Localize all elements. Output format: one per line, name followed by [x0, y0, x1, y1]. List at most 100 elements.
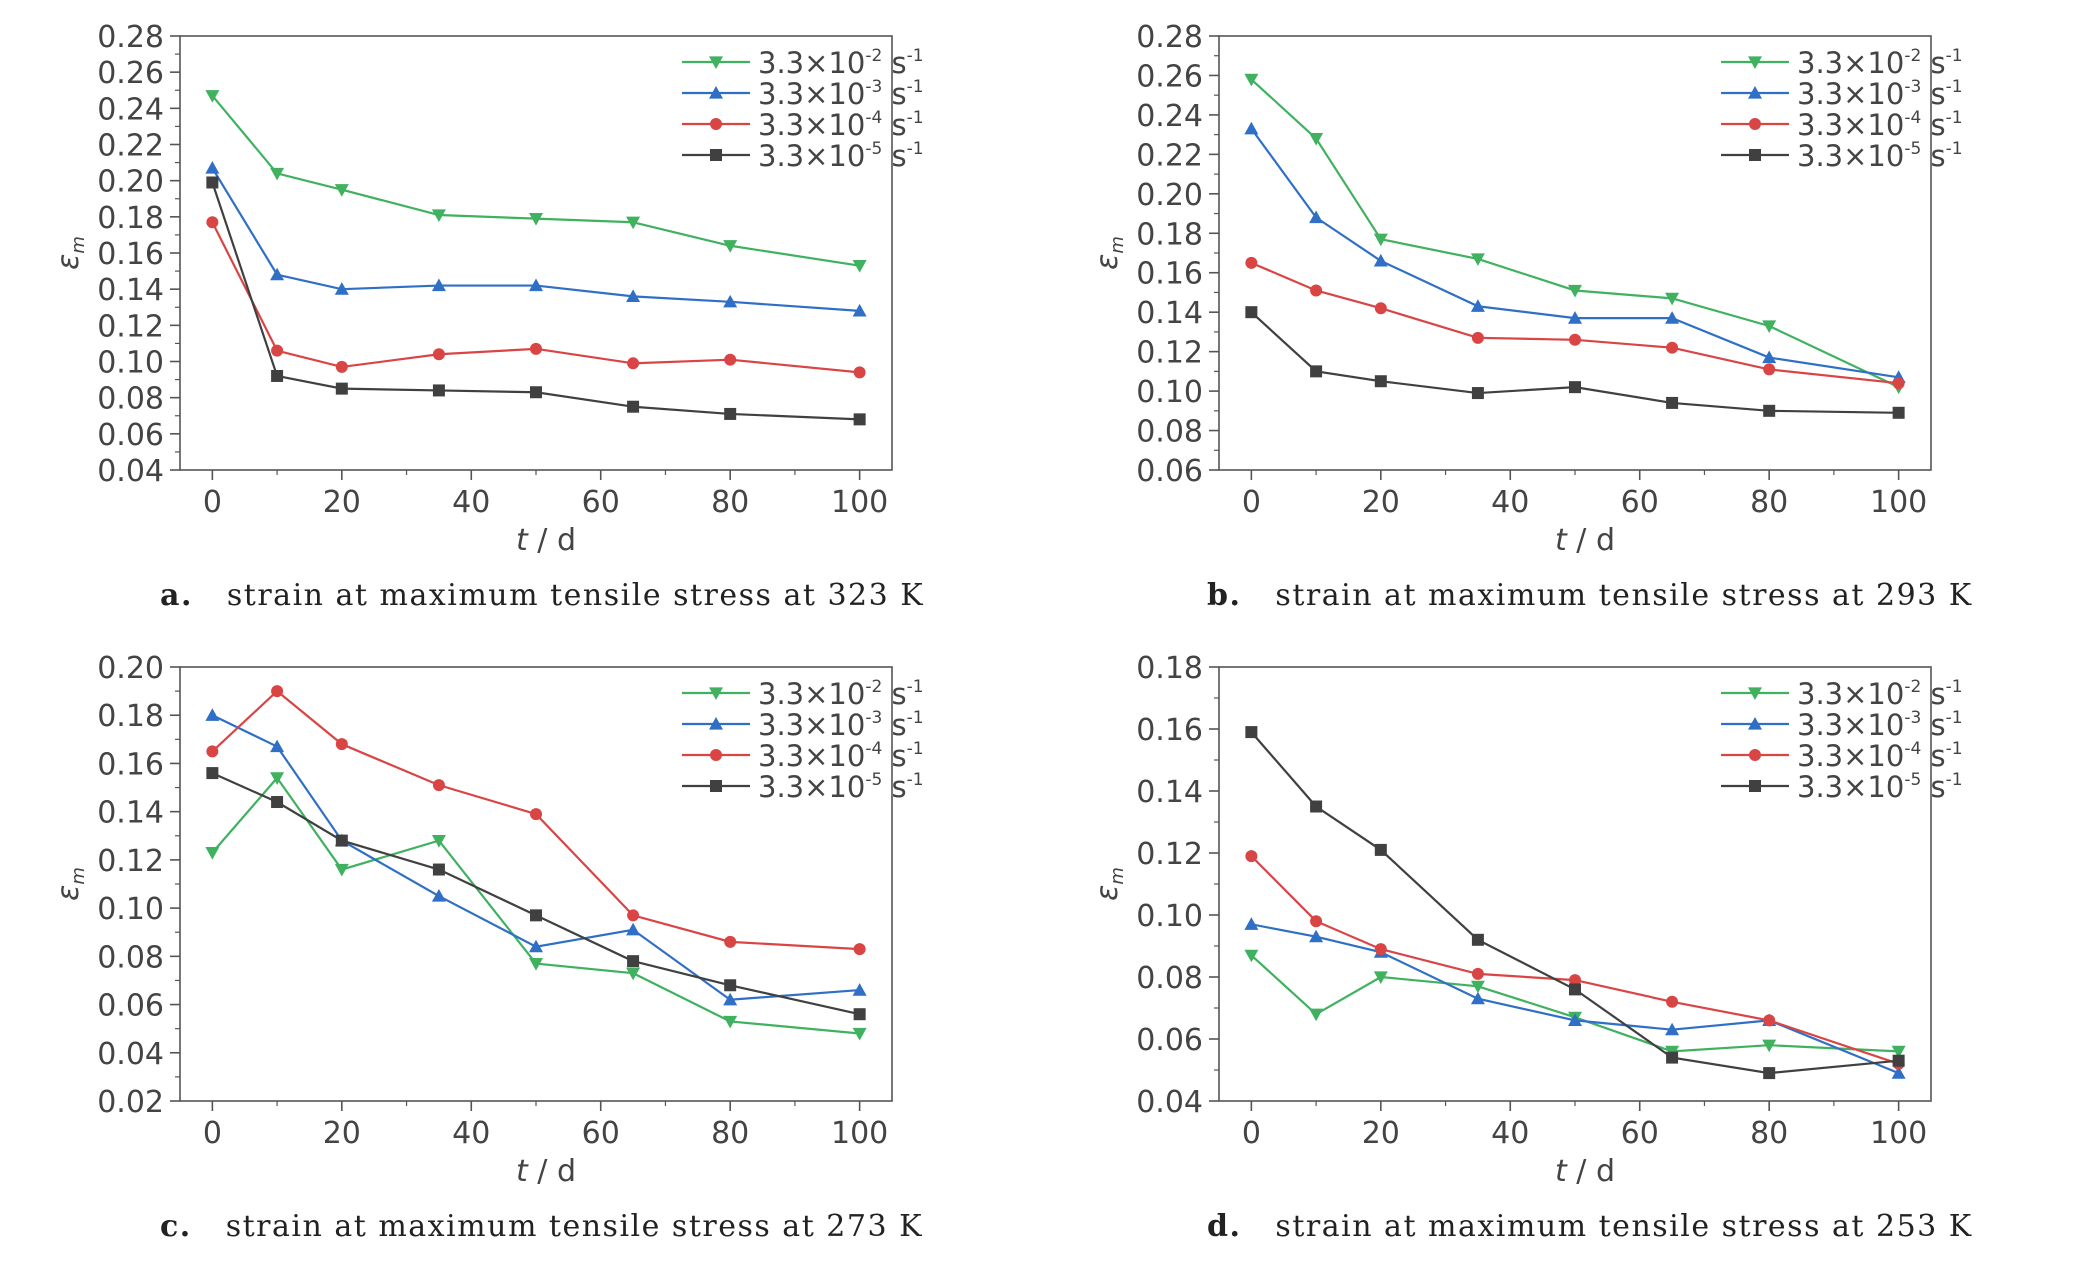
series-line	[211, 221, 860, 374]
series-3	[206, 685, 866, 956]
x-tick-label: 40	[1491, 485, 1529, 520]
x-tick-label: 80	[1750, 485, 1788, 520]
x-tick-label: 60	[1621, 1116, 1659, 1151]
data-point	[1666, 396, 1679, 409]
data-point	[206, 745, 219, 758]
legend-item: 3.3×10-3 s-1	[1721, 708, 1963, 742]
x-axis-label: t / d	[516, 1154, 576, 1189]
series-line	[1250, 78, 1900, 389]
data-point	[1310, 365, 1323, 378]
data-point	[335, 834, 348, 847]
caption-text: strain at maximum tensile stress at 273 …	[225, 1209, 923, 1244]
data-point	[1309, 210, 1324, 224]
legend-label: 3.3×10-5 s-1	[1797, 770, 1963, 804]
data-point	[1892, 377, 1905, 390]
legend-item: 3.3×10-2 s-1	[1721, 46, 1963, 80]
data-point	[626, 289, 641, 302]
data-point	[206, 176, 219, 189]
data-point	[271, 344, 284, 357]
y-tick-label: 0.26	[1136, 59, 1203, 94]
data-point	[205, 90, 220, 103]
legend-marker	[710, 118, 722, 130]
y-tick-label: 0.12	[1136, 837, 1203, 872]
legend-label: 3.3×10-5 s-1	[758, 770, 924, 804]
data-point	[1245, 726, 1258, 739]
series-line	[1250, 954, 1899, 1053]
legend-label: 3.3×10-3 s-1	[758, 708, 924, 742]
panel-d: 0.04 0.06 0.08 0.10 0.12 0.14 0.16 0.18 0 20 40 60 8…	[1039, 631, 2078, 1262]
data-point	[1763, 1067, 1776, 1080]
series-line	[211, 689, 860, 951]
data-point	[1891, 1045, 1906, 1059]
data-point	[626, 216, 641, 230]
chart-a: 0.040.060.080.100.120.140.160.180.200.22…	[51, 20, 924, 558]
caption-letter: b.	[1207, 578, 1242, 613]
x-tick-label: 100	[831, 485, 888, 520]
data-point	[1470, 299, 1485, 312]
y-tick-label: 0.06	[1136, 1023, 1203, 1058]
data-point	[1471, 387, 1484, 400]
y-tick-label: 0.12	[97, 309, 164, 344]
legend-label: 3.3×10-2 s-1	[1797, 46, 1963, 80]
y-tick-label: 0.12	[1136, 336, 1203, 371]
x-tick-label: 20	[1362, 1116, 1400, 1151]
data-point	[1762, 320, 1777, 333]
legend-label: 3.3×10-2 s-1	[758, 677, 924, 711]
data-point	[529, 957, 543, 971]
legend-item: 3.3×10-3 s-1	[682, 708, 924, 742]
y-tick-label: 0.14	[97, 796, 164, 831]
data-point	[530, 386, 542, 399]
data-point	[1244, 949, 1259, 963]
data-point	[1470, 991, 1485, 1005]
data-point	[530, 808, 542, 821]
series-line	[211, 182, 860, 421]
data-point	[724, 353, 737, 366]
data-point	[852, 260, 867, 273]
data-point	[335, 360, 348, 373]
caption-text: strain at maximum tensile stress at 323 …	[226, 578, 925, 613]
data-point	[431, 278, 446, 292]
y-tick-label: 0.28	[97, 20, 164, 55]
data-point	[853, 943, 866, 956]
data-point	[627, 357, 640, 370]
data-point	[335, 382, 348, 395]
series-3	[1245, 256, 1905, 390]
y-tick-label: 0.22	[1136, 138, 1203, 173]
series-3	[1245, 850, 1905, 1070]
y-tick-label: 0.06	[1136, 454, 1203, 489]
series-2	[205, 708, 867, 1006]
y-tick-label: 0.04	[97, 1037, 164, 1072]
data-point	[271, 685, 284, 698]
series-1	[205, 772, 867, 1041]
data-point	[853, 1008, 866, 1021]
y-tick-label: 0.20	[97, 165, 164, 200]
y-tick-label: 0.20	[97, 651, 164, 686]
y-tick-label: 0.06	[97, 989, 164, 1024]
legend-marker	[710, 149, 722, 161]
legend-item: 3.3×10-4 s-1	[682, 108, 924, 142]
series-4	[1245, 726, 1905, 1080]
legend-label: 3.3×10-5 s-1	[1797, 139, 1963, 173]
data-point	[530, 909, 542, 922]
x-tick-label: 40	[452, 485, 490, 520]
data-point	[334, 184, 349, 197]
x-tick-label: 40	[452, 1116, 490, 1151]
data-point	[1244, 73, 1259, 87]
data-point	[1569, 381, 1581, 394]
data-point	[1245, 850, 1258, 863]
y-tick-label: 0.04	[1136, 1085, 1203, 1120]
x-tick-label: 60	[582, 485, 620, 520]
data-point	[529, 278, 543, 292]
x-axis-label: t / d	[516, 523, 576, 558]
series-line	[1250, 731, 1899, 1075]
data-point	[1892, 406, 1905, 419]
y-axis-label: εm	[51, 236, 89, 270]
x-axis-label: t / d	[1555, 523, 1615, 558]
legend: 3.3×10-2 s-13.3×10-3 s-13.3×10-4 s-13.3×…	[682, 677, 924, 804]
panel-a: 0.04 0.06 0.08 0.10 0.12 0.14 0.16 0.18 0.20 0.22…	[0, 0, 1039, 631]
y-tick-label: 0.08	[1136, 415, 1203, 450]
legend-item: 3.3×10-4 s-1	[1721, 108, 1963, 142]
data-point	[1310, 284, 1323, 297]
legend-item: 3.3×10-2 s-1	[682, 46, 924, 80]
legend-label: 3.3×10-2 s-1	[1797, 677, 1963, 711]
